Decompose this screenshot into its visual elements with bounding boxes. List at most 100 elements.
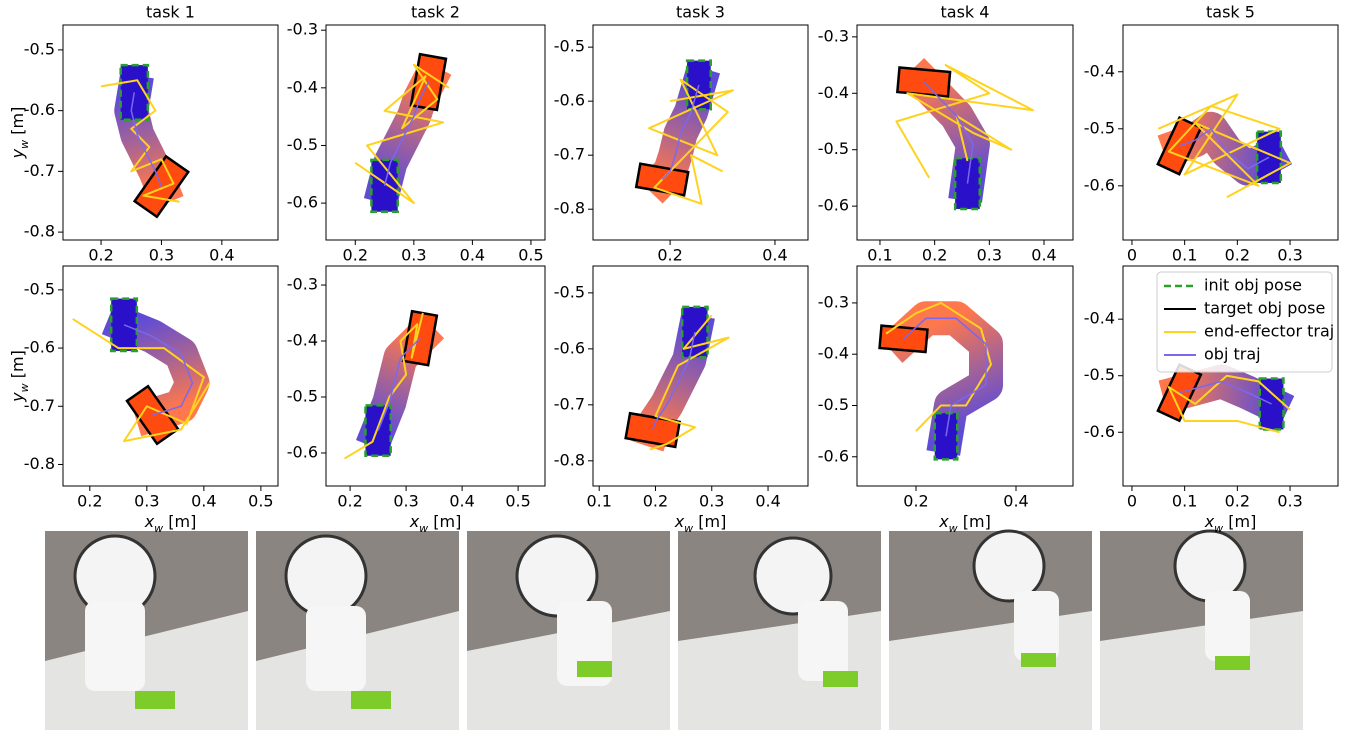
x-tick-label: 0.2: [337, 492, 362, 511]
x-tick-label: 0.1: [867, 246, 892, 265]
x-tick-label: 0: [1127, 492, 1137, 511]
x-tick-label: 0.2: [88, 246, 113, 265]
y-tick-label: -0.4: [818, 83, 849, 102]
plot-area: [1158, 365, 1290, 433]
plot-area: [880, 303, 991, 459]
legend-label: end-effector traj: [1204, 322, 1334, 341]
x-tick-label: 0.3: [977, 246, 1002, 265]
axes-frame: [593, 25, 808, 240]
axes-frame: [63, 25, 278, 240]
y-tick-label: -0.7: [24, 396, 55, 415]
subplot: 00.10.20.3-0.6-0.5-0.4xw [m]init obj pos…: [1084, 266, 1338, 535]
y-tick-label: -0.4: [287, 331, 318, 350]
subplot-title: task 3: [676, 3, 725, 22]
legend: init obj pose target obj pose end-effector…: [1157, 272, 1334, 372]
y-tick-label: -0.6: [554, 338, 585, 357]
plot-area: [73, 299, 210, 444]
x-tick-label: 0.2: [903, 492, 928, 511]
y-tick-label: -0.6: [287, 193, 318, 212]
x-tick-label: 0.3: [134, 492, 159, 511]
y-tick-label: -0.5: [287, 386, 318, 405]
target-pose: [897, 68, 950, 97]
legend-label: target obj pose: [1204, 299, 1325, 318]
x-tick-label: 0.1: [586, 492, 611, 511]
x-tick-label: 0.4: [1031, 246, 1056, 265]
plot-area: [1158, 95, 1290, 198]
y-tick-label: -0.6: [24, 100, 55, 119]
subplot: 0.20.4-0.6-0.5-0.4-0.3xw [m]: [818, 266, 1073, 535]
subplot: 0.10.20.30.4-0.8-0.7-0.6-0.5xw [m]: [554, 266, 808, 535]
photo: [45, 531, 248, 730]
y-tick-label: -0.3: [287, 275, 318, 294]
plot-area: [896, 65, 1033, 209]
y-tick-label: -0.8: [24, 454, 55, 473]
y-tick-label: -0.5: [1084, 118, 1115, 137]
axes-frame: [593, 266, 808, 486]
x-tick-label: 0.3: [1277, 246, 1302, 265]
x-tick-label: 0.2: [77, 492, 102, 511]
x-tick-label: 0.5: [248, 492, 273, 511]
subplot: 0.20.30.40.5-0.6-0.5-0.4-0.3task 2: [287, 3, 545, 265]
x-tick-label: 0.2: [1225, 246, 1250, 265]
y-tick-label: -0.6: [818, 446, 849, 465]
y-tick-label: -0.5: [818, 395, 849, 414]
subplot-title: task 5: [1206, 3, 1255, 22]
x-tick-label: 0.1: [1172, 246, 1197, 265]
photo: [678, 531, 881, 730]
x-tick-label: 0.5: [518, 246, 543, 265]
x-tick-label: 0.1: [1172, 492, 1197, 511]
y-tick-label: -0.8: [24, 222, 55, 241]
y-tick-label: -0.4: [287, 77, 318, 96]
y-tick-label: -0.5: [554, 37, 585, 56]
photo: [256, 531, 459, 730]
y-tick-label: -0.5: [287, 135, 318, 154]
x-tick-label: 0.4: [762, 246, 787, 265]
y-tick-label: -0.5: [554, 282, 585, 301]
x-tick-label: 0.3: [393, 492, 418, 511]
subplot-title: task 2: [411, 3, 460, 22]
y-tick-label: -0.6: [24, 338, 55, 357]
y-tick-label: -0.4: [1084, 61, 1115, 80]
photo: [889, 531, 1092, 730]
x-tick-label: 0.2: [643, 492, 668, 511]
subplot-title: task 1: [146, 3, 195, 22]
photo-row: [45, 531, 1303, 730]
y-tick-label: -0.4: [1084, 309, 1115, 328]
plot-area: [636, 61, 733, 204]
plot-area: [344, 311, 436, 458]
y-tick-label: -0.6: [287, 442, 318, 461]
plot-area: [355, 54, 449, 212]
x-tick-label: 0.5: [505, 492, 530, 511]
plot-area: [626, 307, 729, 450]
x-tick-label: 0.3: [401, 246, 426, 265]
y-tick-label: -0.5: [1084, 365, 1115, 384]
y-tick-label: -0.5: [818, 139, 849, 158]
axes-frame: [857, 266, 1073, 486]
x-tick-label: 0.3: [1277, 492, 1302, 511]
y-tick-label: -0.6: [1084, 175, 1115, 194]
y-tick-label: -0.3: [818, 292, 849, 311]
y-tick-label: -0.6: [818, 196, 849, 215]
x-tick-label: 0.4: [755, 492, 780, 511]
x-tick-label: 0.2: [922, 246, 947, 265]
y-tick-label: -0.6: [554, 91, 585, 110]
photo: [467, 531, 670, 730]
x-tick-label: 0.3: [699, 492, 724, 511]
axes-frame: [63, 266, 278, 486]
plot-area: [101, 65, 188, 217]
legend-label: obj traj: [1204, 345, 1261, 364]
x-tick-label: 0.4: [209, 246, 234, 265]
y-tick-label: -0.6: [1084, 422, 1115, 441]
x-tick-label: 0.4: [449, 492, 474, 511]
subplot-title: task 4: [941, 3, 990, 22]
subplot: 0.1 0.2 0.3 0.4 -0.6 -0.5 -0.4 -0.3 task 4: [818, 3, 1073, 265]
x-tick-label: 0.2: [1225, 492, 1250, 511]
legend-label: init obj pose: [1204, 276, 1302, 295]
y-tick-label: -0.3: [818, 26, 849, 45]
y-tick-label: -0.7: [554, 145, 585, 164]
y-tick-label: -0.3: [287, 20, 318, 39]
